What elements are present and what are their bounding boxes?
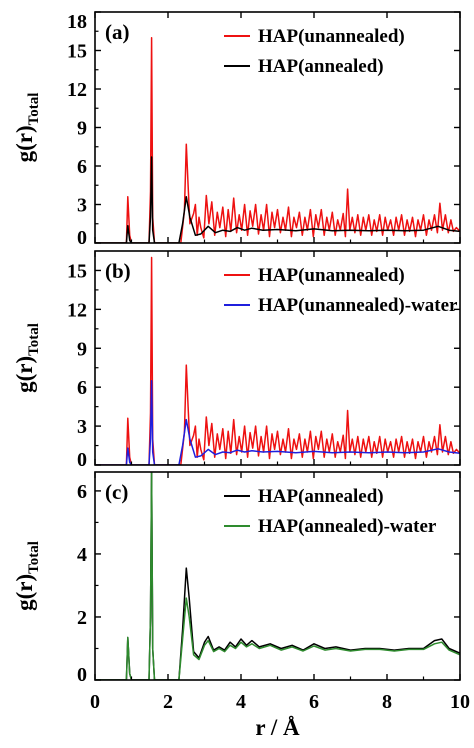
y-tick-label: 15 [67, 260, 87, 282]
legend-label: HAP(annealed) [258, 56, 384, 77]
panel-1: 0 3 6 9 12 15 18 (a) HAP(unannealed) HAP(annealed… [12, 11, 461, 249]
series-line-1-1 [95, 36, 460, 243]
y-axis-title: g(r)Total [12, 93, 42, 163]
series-line-3-2 [95, 472, 460, 680]
legend-label: HAP(annealed) [258, 486, 384, 507]
y-axis-title-subscript: Total [26, 93, 42, 126]
x-tick-label: 0 [90, 691, 100, 713]
x-tick-label: 4 [236, 691, 246, 713]
y-tick-label: 12 [67, 79, 87, 101]
x-tick-label: 10 [450, 691, 470, 713]
y-axis-title-subscript: Total [26, 323, 42, 356]
series-line-1-2 [95, 156, 460, 243]
y-tick-label: 12 [67, 299, 87, 321]
series-line-2-2 [95, 379, 460, 465]
panel-3: 0 2 4 6 0 2 4 6 8 10 (c) HAP(annealed) HAP(annealed)… [12, 471, 470, 740]
y-axis-title-main: g(r) [12, 125, 37, 162]
y-tick-label: 6 [77, 377, 87, 399]
y-tick-label: 18 [67, 11, 87, 33]
y-tick-label: 9 [77, 338, 87, 360]
y-tick-label: 6 [77, 481, 87, 503]
panel-2: 0 3 6 9 12 15 (b) HAP(unannealed) HAP(unannealed… [12, 250, 461, 471]
y-tick-label: 4 [77, 544, 87, 566]
y-tick-label: 2 [77, 607, 87, 629]
y-tick-label: 0 [77, 664, 87, 686]
series-line-2-1 [95, 256, 460, 465]
x-tick-label: 2 [163, 691, 173, 713]
y-tick-label: 0 [77, 449, 87, 471]
x-tick-label: 6 [309, 691, 319, 713]
panel-tag: (c) [105, 480, 128, 504]
y-tick-label: 6 [77, 156, 87, 178]
y-axis-title: g(r)Total [12, 323, 42, 393]
y-axis-title-main: g(r) [12, 356, 37, 393]
panel-tag: (b) [105, 259, 131, 283]
y-tick-label: 3 [77, 416, 87, 438]
y-axis-title-subscript: Total [26, 541, 42, 574]
y-tick-label: 3 [77, 195, 87, 217]
legend-label: HAP(unannealed) [258, 265, 405, 286]
x-tick-label: 8 [382, 691, 392, 713]
y-tick-label: 15 [67, 41, 87, 63]
x-axis-title: r / Å [255, 715, 300, 740]
y-tick-label: 9 [77, 118, 87, 140]
y-axis-title-main: g(r) [12, 574, 37, 611]
y-tick-label: 0 [77, 227, 87, 249]
panel-tag: (a) [105, 20, 130, 44]
y-axis-title: g(r)Total [12, 541, 42, 611]
legend-label: HAP(annealed)-water [258, 516, 437, 537]
legend-label: HAP(unannealed)-water [258, 295, 458, 316]
legend-label: HAP(unannealed) [258, 26, 405, 47]
